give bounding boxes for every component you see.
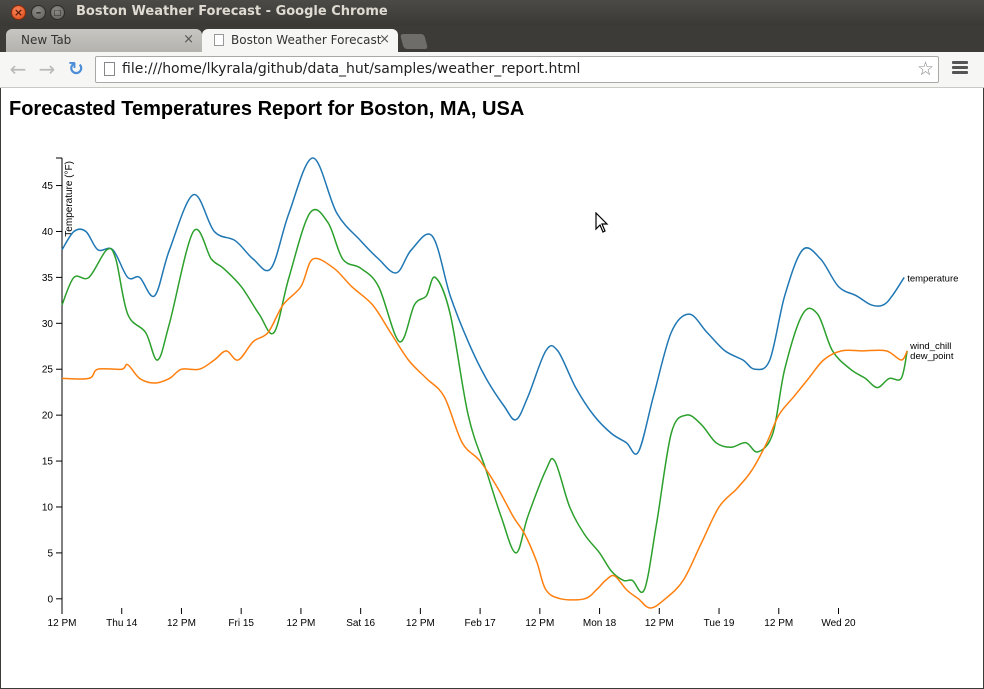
tab-new-tab[interactable]: New Tab ×	[6, 29, 202, 52]
window-close-button[interactable]: ×	[11, 5, 26, 20]
tab-boston-weather[interactable]: Boston Weather Forecast ×	[202, 29, 398, 52]
y-tick-label: 15	[42, 457, 54, 468]
y-tick-label: 45	[42, 181, 54, 192]
x-tick-label: 12 PM	[167, 618, 196, 629]
x-tick-label: Wed 20	[821, 618, 856, 629]
x-tick-label: 12 PM	[764, 618, 793, 629]
page-title: Forecasted Temperatures Report for Bosto…	[9, 98, 525, 120]
temperature-chart: 0 5 10 15 20 25 30 35 40 45 Temperature (°F) 12 PM T…	[42, 157, 958, 629]
x-tick-label: 12 PM	[48, 618, 77, 629]
mouse-cursor-icon	[595, 212, 609, 233]
x-tick-label: 12 PM	[406, 618, 435, 629]
y-tick-label: 35	[42, 273, 54, 284]
x-tick-label: Feb 17	[465, 618, 497, 629]
tab-label: Boston Weather Forecast	[231, 33, 382, 47]
tab-close-icon[interactable]: ×	[183, 32, 194, 47]
series-label-dew-point: dew_point	[910, 351, 954, 362]
series-line-dew-point	[61, 257, 908, 609]
x-tick-label: Mon 18	[583, 618, 617, 629]
series-label-wind-chill: wind_chill	[909, 341, 951, 352]
x-tick-label: 12 PM	[645, 618, 674, 629]
y-tick-label: 40	[42, 227, 54, 238]
chrome-menu-icon[interactable]	[952, 61, 968, 79]
reload-icon[interactable]: ↻	[68, 58, 84, 80]
tab-strip: New Tab × Boston Weather Forecast ×	[0, 26, 984, 52]
x-tick-label: 12 PM	[525, 618, 554, 629]
x-tick-label: Tue 19	[704, 618, 735, 629]
y-tick-label: 0	[47, 594, 53, 605]
page-icon	[104, 62, 115, 76]
series-line-wind-chill	[61, 208, 908, 594]
y-tick-label: 5	[47, 548, 53, 559]
address-bar[interactable]: file:///home/lkyrala/github/data_hut/sam…	[95, 56, 939, 83]
y-tick-label: 30	[42, 319, 54, 330]
window-frame-left	[0, 88, 1, 689]
new-tab-button[interactable]	[399, 34, 429, 49]
browser-toolbar: ← → ↻ file:///home/lkyrala/github/data_h…	[0, 52, 984, 88]
page-icon	[214, 34, 224, 46]
x-tick-label: Sat 16	[346, 618, 375, 629]
tab-close-icon[interactable]: ×	[379, 32, 390, 47]
y-tick-label: 20	[42, 411, 54, 422]
y-axis-label: Temperature (°F)	[64, 161, 75, 237]
url-text[interactable]: file:///home/lkyrala/github/data_hut/sam…	[122, 61, 581, 77]
y-tick-label: 10	[42, 502, 54, 513]
window-minimize-button[interactable]: –	[31, 5, 46, 20]
window-maximize-button[interactable]: □	[50, 5, 65, 20]
bookmark-star-icon[interactable]: ☆	[916, 58, 934, 80]
title-bar: × – □ Boston Weather Forecast - Google C…	[0, 0, 984, 26]
y-tick-label: 25	[42, 365, 54, 376]
x-tick-label: 12 PM	[286, 618, 315, 629]
page-content: Forecasted Temperatures Report for Bosto…	[1, 88, 983, 688]
tab-label: New Tab	[21, 33, 72, 47]
window-title: Boston Weather Forecast - Google Chrome	[76, 4, 388, 19]
back-arrow-icon[interactable]: ←	[9, 57, 27, 81]
x-tick-label: Thu 14	[106, 618, 138, 629]
series-label-temperature: temperature	[907, 273, 958, 284]
x-tick-label: Fri 15	[228, 618, 254, 629]
series-line-temperature	[61, 157, 905, 455]
forward-arrow-icon[interactable]: →	[38, 57, 56, 81]
